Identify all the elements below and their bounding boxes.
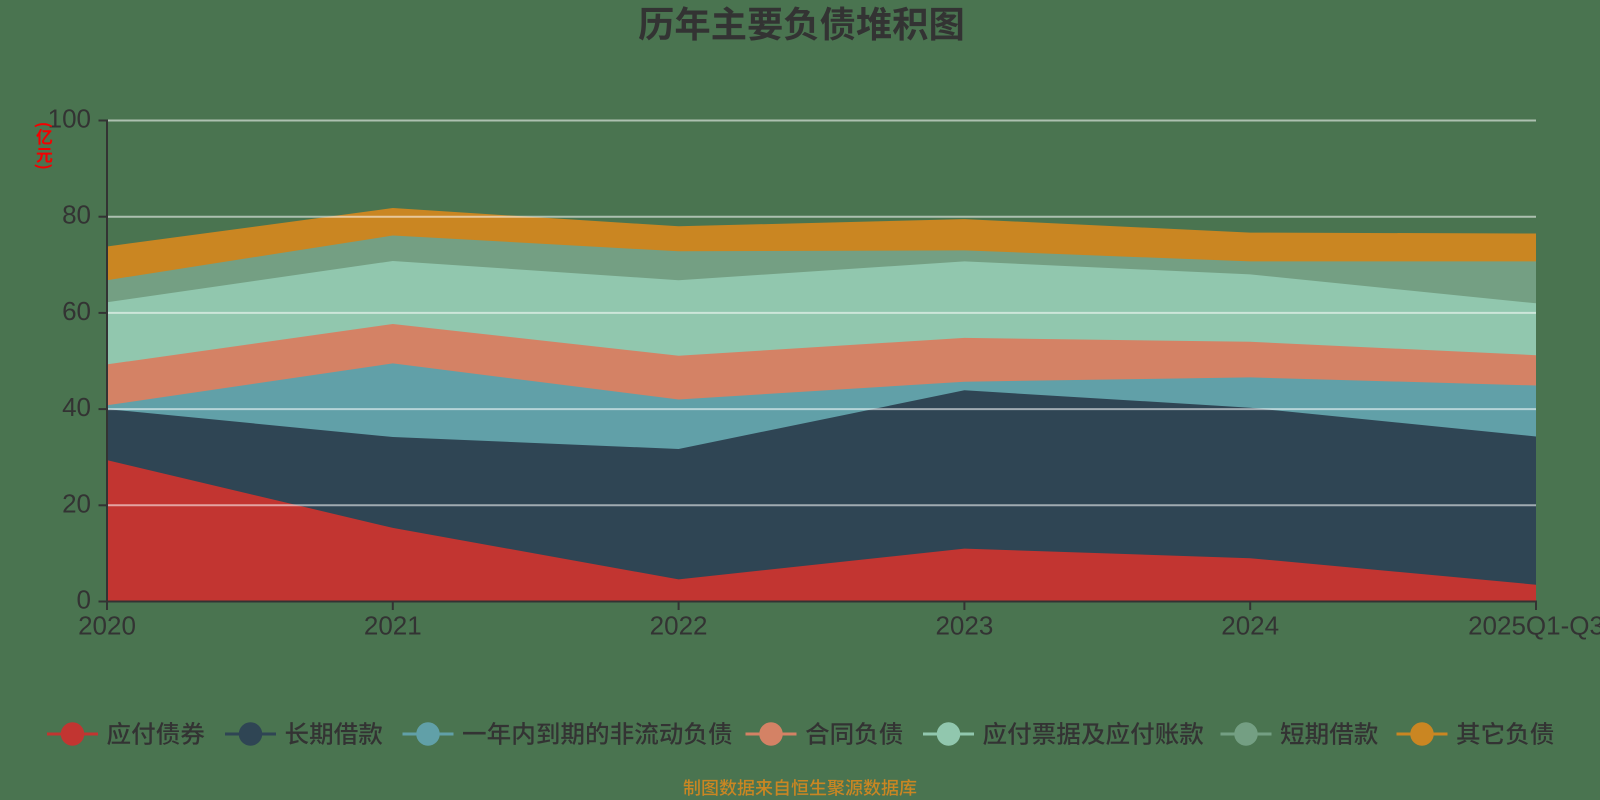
svg-text:2022: 2022 (650, 611, 708, 641)
svg-text:40: 40 (62, 392, 91, 422)
svg-text:2021: 2021 (364, 611, 422, 641)
svg-text:2024: 2024 (1221, 611, 1279, 641)
svg-text:100: 100 (48, 104, 91, 134)
svg-text:2025Q1-Q3: 2025Q1-Q3 (1468, 611, 1600, 641)
svg-text:20: 20 (62, 488, 91, 518)
svg-text:2020: 2020 (78, 611, 136, 641)
svg-text:2023: 2023 (935, 611, 993, 641)
svg-text:0: 0 (77, 585, 91, 615)
svg-text:60: 60 (62, 296, 91, 326)
svg-text:80: 80 (62, 200, 91, 230)
